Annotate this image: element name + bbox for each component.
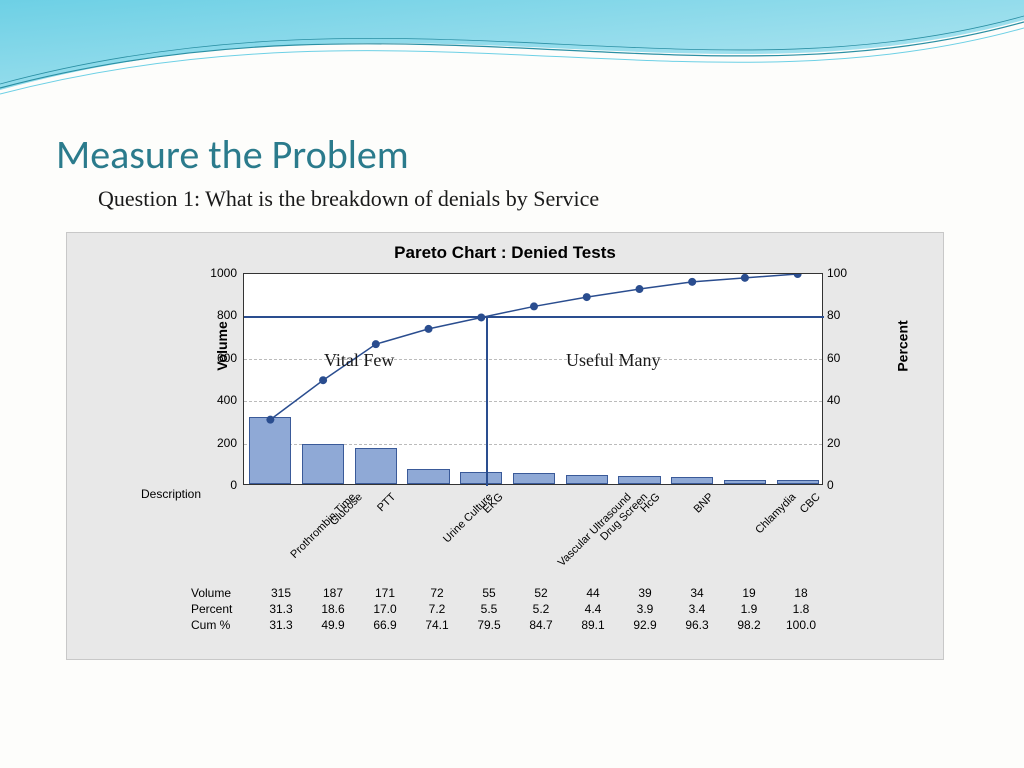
- slide-title: Measure the Problem: [56, 130, 409, 179]
- header-wave-decoration: [0, 0, 1024, 140]
- ytick-right: 60: [827, 351, 840, 365]
- table-cell: 1.8: [775, 601, 827, 617]
- table-cell: 55: [463, 585, 515, 601]
- table-cell: 7.2: [411, 601, 463, 617]
- description-axis-label: Description: [141, 487, 201, 501]
- table-cell: 100.0: [775, 617, 827, 633]
- ytick-right: 100: [827, 266, 847, 280]
- table-cell: 3.9: [619, 601, 671, 617]
- table-cell: 98.2: [723, 617, 775, 633]
- table-cell: 4.4: [567, 601, 619, 617]
- x-axis-label: PTT: [375, 491, 398, 514]
- table-cell: 49.9: [307, 617, 359, 633]
- chart-data-table: Volume3151871717255524439341918 Percent31…: [191, 585, 827, 633]
- y-axis-right-label: Percent: [895, 320, 911, 371]
- table-cell: 187: [307, 585, 359, 601]
- table-cell: 31.3: [255, 617, 307, 633]
- table-cell: 44: [567, 585, 619, 601]
- table-cell: 74.1: [411, 617, 463, 633]
- ytick-left: 0: [197, 478, 237, 492]
- x-axis-label: Vascular Ultrasound: [556, 491, 634, 569]
- annotation-useful-many: Useful Many: [566, 350, 660, 371]
- slide-subtitle: Question 1: What is the breakdown of den…: [98, 186, 599, 212]
- table-cell: 19: [723, 585, 775, 601]
- table-cell: 3.4: [671, 601, 723, 617]
- table-cell: 1.9: [723, 601, 775, 617]
- table-cell: 17.0: [359, 601, 411, 617]
- x-axis-label: Chlamydia: [753, 491, 798, 536]
- ytick-left: 1000: [197, 266, 237, 280]
- ytick-left: 400: [197, 393, 237, 407]
- table-row-label: Percent: [191, 601, 255, 617]
- ytick-right: 40: [827, 393, 840, 407]
- table-cell: 89.1: [567, 617, 619, 633]
- table-cell: 5.5: [463, 601, 515, 617]
- table-cell: 72: [411, 585, 463, 601]
- annotation-vital-few: Vital Few: [324, 350, 394, 371]
- table-cell: 79.5: [463, 617, 515, 633]
- table-row-label: Volume: [191, 585, 255, 601]
- x-axis-label: BNP: [692, 491, 716, 515]
- ytick-right: 80: [827, 308, 840, 322]
- table-cell: 92.9: [619, 617, 671, 633]
- table-cell: 315: [255, 585, 307, 601]
- ytick-left: 800: [197, 308, 237, 322]
- table-cell: 52: [515, 585, 567, 601]
- x-axis-label: Urine Culture: [441, 491, 495, 545]
- cumulative-line: [244, 274, 824, 486]
- ytick-right: 20: [827, 436, 840, 450]
- chart-title: Pareto Chart : Denied Tests: [67, 243, 943, 263]
- table-row-label: Cum %: [191, 617, 255, 633]
- ytick-left: 200: [197, 436, 237, 450]
- ytick-right: 0: [827, 478, 834, 492]
- x-axis-label: CBC: [797, 491, 822, 516]
- table-cell: 18: [775, 585, 827, 601]
- ytick-left: 600: [197, 351, 237, 365]
- table-cell: 31.3: [255, 601, 307, 617]
- table-cell: 5.2: [515, 601, 567, 617]
- pareto-chart-panel: Pareto Chart : Denied Tests Volume Perce…: [66, 232, 944, 660]
- table-cell: 39: [619, 585, 671, 601]
- table-cell: 84.7: [515, 617, 567, 633]
- plot-area: Vital Few Useful Many: [243, 273, 823, 485]
- table-cell: 96.3: [671, 617, 723, 633]
- table-cell: 18.6: [307, 601, 359, 617]
- table-cell: 66.9: [359, 617, 411, 633]
- table-cell: 171: [359, 585, 411, 601]
- table-cell: 34: [671, 585, 723, 601]
